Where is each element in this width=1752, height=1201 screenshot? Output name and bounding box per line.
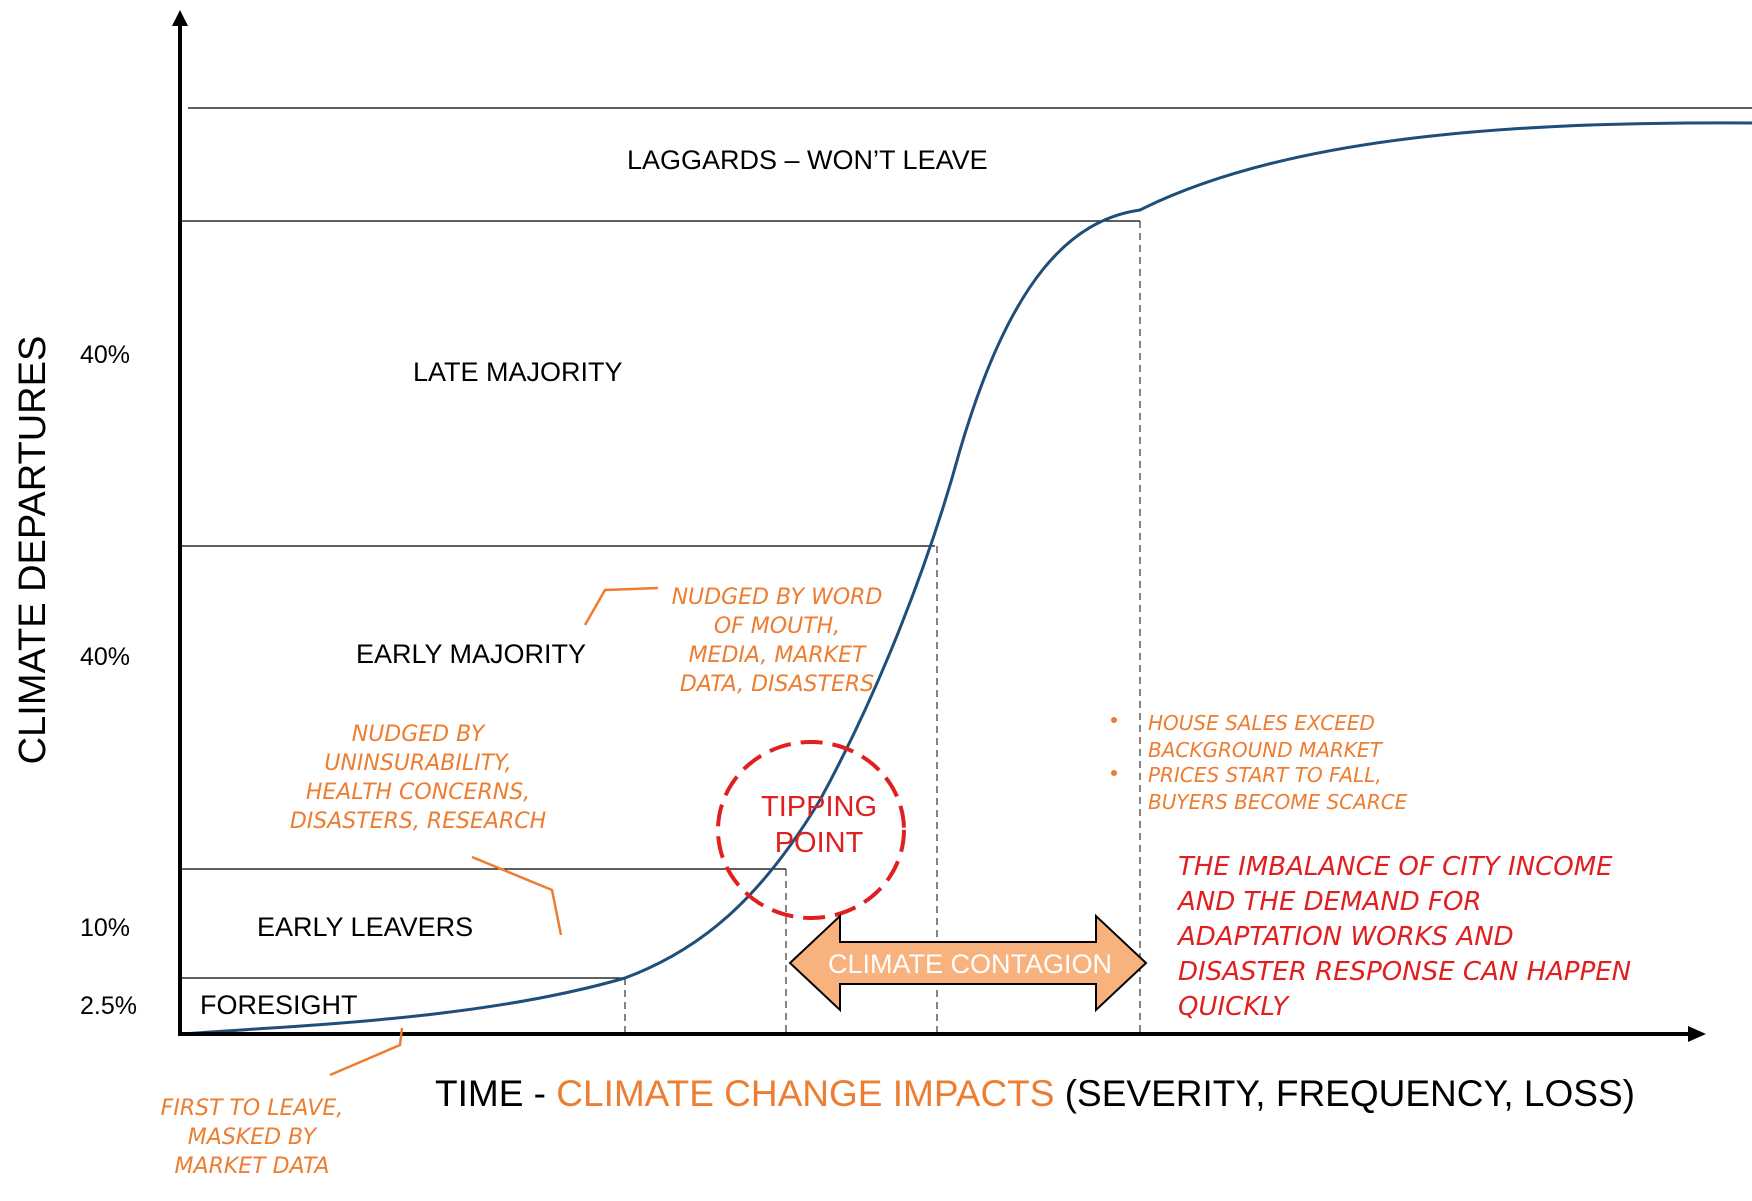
segment-foresight: FORESIGHT: [200, 990, 358, 1020]
bullet-dot-2: [1111, 770, 1117, 776]
nudged-uninsurability-line-3: HEALTH CONCERNS,: [306, 780, 530, 805]
imbalance-line-2: AND THE DEMAND FOR: [1176, 887, 1482, 917]
nudged-uninsurability-line-1: NUDGED BY: [352, 722, 486, 747]
segment-laggards: LAGGARDS – WON’T LEAVE: [627, 145, 988, 175]
climate-contagion-label: CLIMATE CONTAGION: [828, 949, 1112, 979]
bullet-1-line-2: BACKGROUND MARKET: [1148, 738, 1384, 762]
x-axis-title-prefix: TIME -: [435, 1073, 556, 1114]
tipping-point-line-1: TIPPING: [761, 791, 877, 823]
x-axis-arrowhead: [1688, 1026, 1706, 1042]
adoption-curve: [182, 123, 1752, 1034]
nudged-word-of-mouth-line-4: DATA, DISASTERS: [680, 672, 874, 697]
nudged-word-of-mouth-line-1: NUDGED BY WORD: [672, 585, 883, 610]
nudged-word-of-mouth-line-3: MEDIA, MARKET: [689, 643, 867, 668]
y-axis-arrowhead: [172, 10, 188, 26]
segment-early-majority: EARLY MAJORITY: [356, 639, 586, 669]
first-to-leave-line-3: MARKET DATA: [175, 1154, 330, 1179]
bullet-2-line-2: BUYERS BECOME SCARCE: [1148, 790, 1408, 814]
bullet-dot-1: [1111, 717, 1117, 723]
bullet-2-line-1: PRICES START TO FALL,: [1148, 763, 1382, 787]
y-tick-early-leavers: 10%: [80, 914, 130, 942]
first-to-leave-line-1: FIRST TO LEAVE,: [161, 1096, 344, 1121]
tipping-point-line-2: POINT: [775, 827, 864, 859]
bullet-1-line-1: HOUSE SALES EXCEED: [1148, 711, 1375, 735]
x-axis-title-highlight: CLIMATE CHANGE IMPACTS: [556, 1073, 1054, 1114]
nudged-uninsurability-line-4: DISASTERS, RESEARCH: [290, 809, 546, 834]
y-tick-late-majority: 40%: [80, 341, 130, 369]
x-axis-title: TIME - CLIMATE CHANGE IMPACTS (SEVERITY,…: [435, 1073, 1635, 1114]
nudged-word-of-mouth-line-2: OF MOUTH,: [714, 614, 840, 639]
y-tick-early-majority: 40%: [80, 643, 130, 671]
imbalance-line-4: DISASTER RESPONSE CAN HAPPEN: [1178, 957, 1631, 987]
first-to-leave-line-2: MASKED BY: [188, 1125, 318, 1150]
y-axis-title: CLIMATE DEPARTURES: [12, 336, 54, 765]
segment-late-majority: LATE MAJORITY: [413, 357, 623, 387]
imbalance-line-1: THE IMBALANCE OF CITY INCOME: [1178, 852, 1613, 882]
segment-early-leavers: EARLY LEAVERS: [257, 912, 473, 942]
x-axis-title-suffix: (SEVERITY, FREQUENCY, LOSS): [1054, 1073, 1635, 1114]
imbalance-line-3: ADAPTATION WORKS AND: [1176, 922, 1514, 952]
imbalance-line-5: QUICKLY: [1178, 992, 1290, 1022]
nudged-word-of-mouth-leader: [585, 588, 658, 625]
y-tick-foresight: 2.5%: [80, 992, 137, 1020]
nudged-uninsurability-line-2: UNINSURABILITY,: [324, 751, 511, 776]
